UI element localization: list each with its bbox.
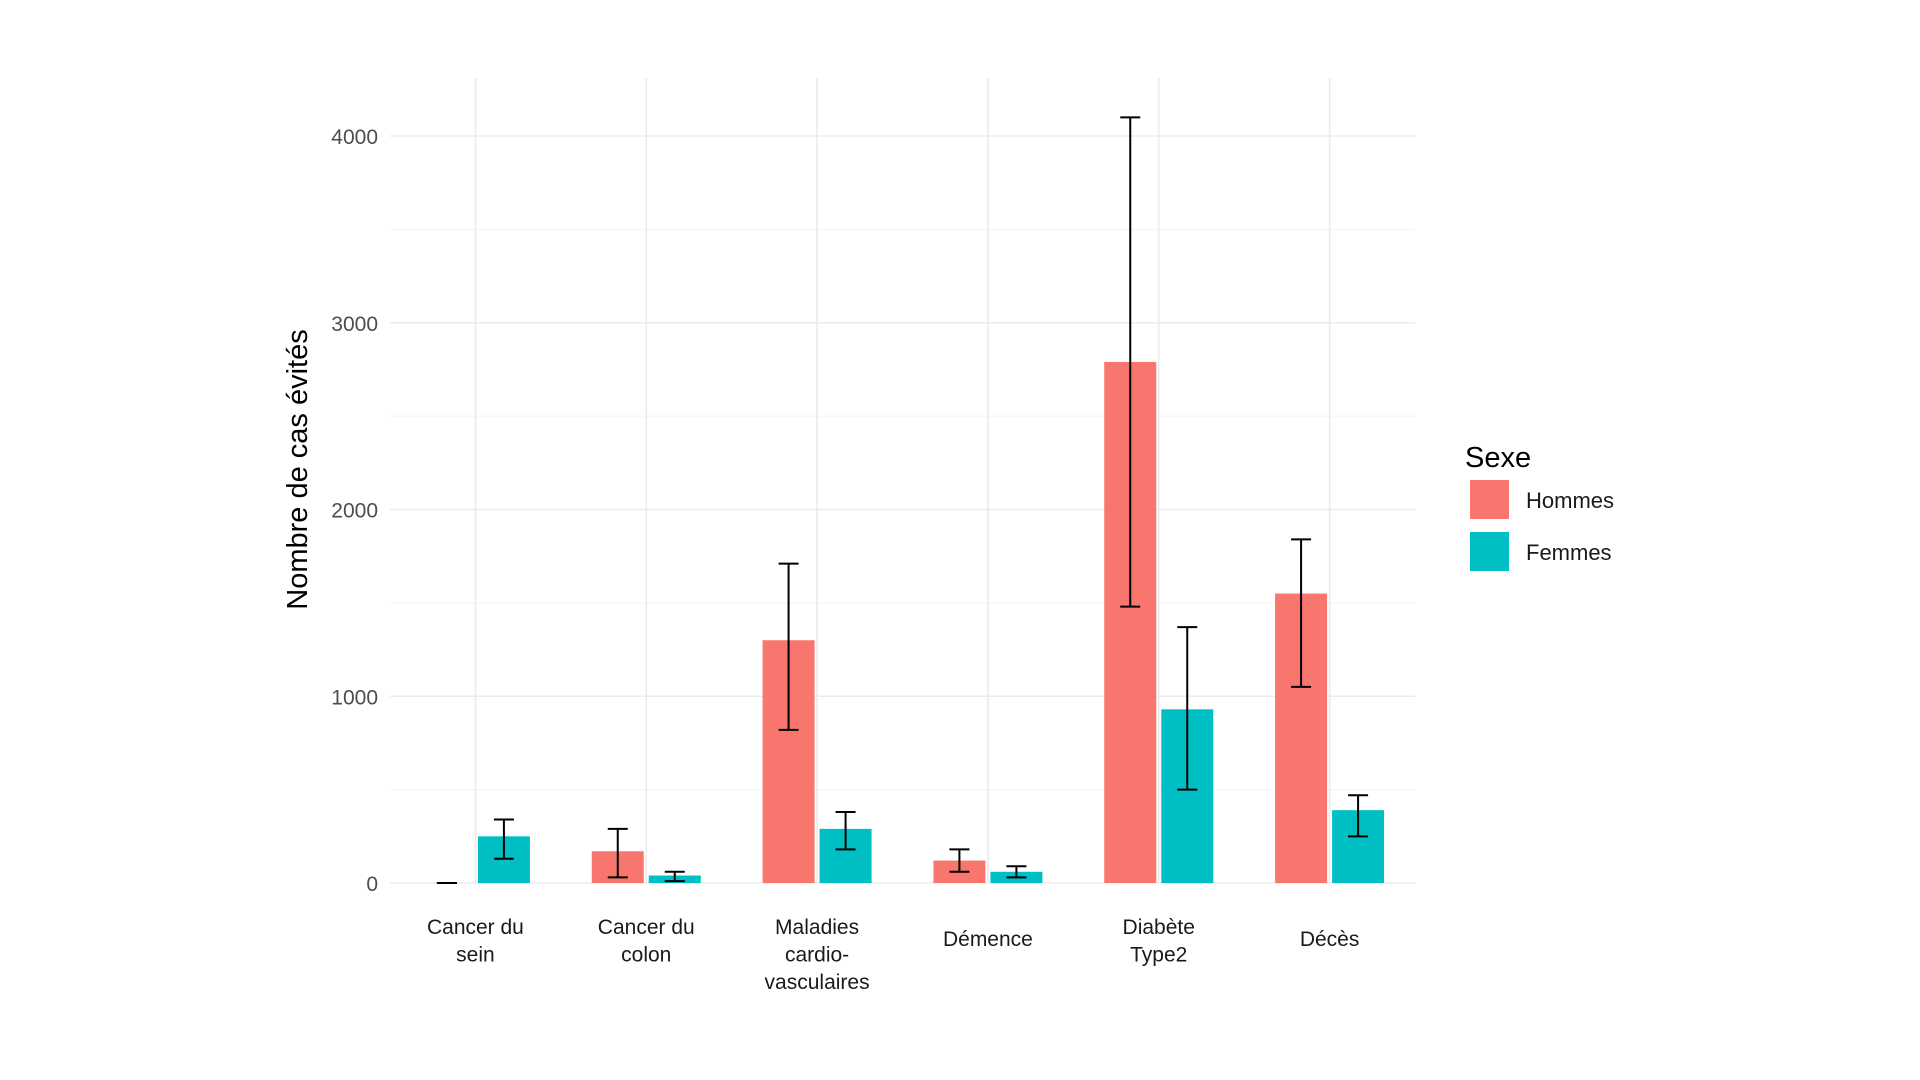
error-bar-femmes [493,818,514,860]
x-category-label: Cancer du sein [427,916,524,967]
error-bars [436,116,1369,884]
error-bar-hommes [1120,116,1141,608]
legend-key-hommes [1470,480,1509,519]
error-bar-hommes [778,562,799,731]
legend-label-hommes: Hommes [1526,488,1614,513]
y-tick-label: 4000 [331,126,378,149]
legend-label-femmes: Femmes [1526,540,1612,565]
error-bar-femmes [1177,626,1198,791]
legend: Sexe Hommes Femmes [1465,442,1614,571]
y-tick-label: 3000 [331,313,378,336]
error-bar-hommes [607,827,628,879]
legend-key-femmes [1470,532,1509,571]
x-category-label: Démence [943,928,1033,951]
y-tick-label: 2000 [331,500,378,523]
error-bar-femmes [1348,794,1369,838]
error-bar-femmes [664,870,685,883]
y-tick-label: 0 [366,873,378,896]
error-bar-femmes [835,811,856,851]
x-category-label: Décès [1300,928,1360,951]
grid-lines [390,78,1415,884]
error-bar-femmes [1006,865,1027,879]
error-bar-hommes [1291,538,1312,688]
y-tick-label: 1000 [331,686,378,709]
x-axis-labels: Cancer du sein Cancer du colon Maladies cardi… [427,916,1359,994]
y-axis-ticks: 0 1000 2000 3000 4000 [331,126,378,896]
x-category-label: Maladies cardio-vasculaires [765,916,870,994]
legend-title: Sexe [1465,442,1531,474]
y-axis-title: Nombre de cas évités [282,329,314,609]
error-bar-hommes [949,848,970,873]
x-category-label: Cancer du colon [598,916,695,967]
x-category-label: Diabète Type2 [1123,916,1195,967]
bars [477,361,1385,883]
